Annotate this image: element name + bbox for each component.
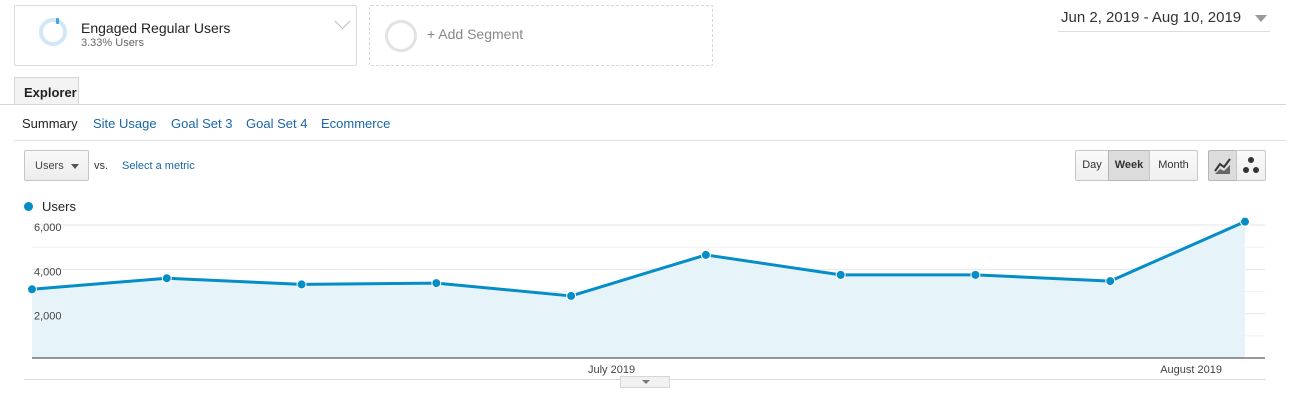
subtab-ecommerce[interactable]: Ecommerce — [321, 116, 391, 131]
add-segment-label: + Add Segment — [427, 26, 524, 42]
tab-explorer[interactable]: Explorer — [14, 77, 79, 105]
add-segment-ring-icon — [385, 20, 417, 52]
granularity-day-button[interactable]: Day — [1075, 150, 1109, 181]
segment-name: Engaged Regular Users — [81, 20, 231, 36]
date-range-picker[interactable]: Jun 2, 2019 - Aug 10, 2019 — [1058, 5, 1270, 32]
users-data-point — [1105, 276, 1116, 287]
motion-chart-icon — [1243, 157, 1259, 173]
users-data-point — [431, 278, 442, 289]
date-range-text: Jun 2, 2019 - Aug 10, 2019 — [1061, 9, 1242, 26]
x-tick-label: August 2019 — [1160, 364, 1222, 376]
segment-share: 3.33% Users — [81, 37, 144, 49]
caret-down-icon — [71, 164, 79, 169]
users-data-point — [296, 279, 307, 290]
line-chart-icon — [1214, 158, 1231, 174]
users-data-point — [566, 290, 577, 301]
users-data-point — [1240, 216, 1250, 227]
granularity-month-button[interactable]: Month — [1149, 150, 1198, 181]
subtab-goal-set-4[interactable]: Goal Set 4 — [246, 116, 308, 131]
segment-card[interactable]: Engaged Regular Users 3.33% Users — [14, 5, 357, 66]
subtab-summary[interactable]: Summary — [22, 116, 78, 131]
chevron-down-icon[interactable] — [334, 13, 351, 30]
add-segment-button[interactable]: + Add Segment — [369, 5, 713, 66]
granularity-week-button[interactable]: Week — [1108, 150, 1150, 181]
caret-down-icon — [1255, 15, 1267, 22]
motion-chart-button[interactable] — [1236, 150, 1266, 181]
users-data-point — [161, 273, 172, 284]
users-data-point — [970, 269, 981, 280]
users-series-line — [31, 220, 1246, 298]
users-data-point — [700, 249, 711, 260]
users-data-point — [27, 284, 37, 295]
legend-users-marker — [24, 202, 33, 211]
segment-ring-icon — [39, 18, 67, 46]
vs-label: vs. — [94, 160, 109, 172]
metric-select-label: Users — [35, 160, 64, 172]
segment-ring-marker — [56, 18, 59, 24]
line-chart-button[interactable] — [1208, 150, 1237, 181]
users-data-point — [835, 269, 846, 280]
users-area-fill — [32, 221, 1245, 358]
subtab-site-usage[interactable]: Site Usage — [93, 116, 157, 131]
legend-users-label: Users — [42, 199, 76, 214]
y-tick-label: 2,000 — [34, 311, 62, 323]
subtab-divider — [14, 140, 1286, 141]
x-tick-label: July 2019 — [588, 364, 635, 376]
chart-expand-handle[interactable] — [620, 376, 670, 388]
y-tick-label: 4,000 — [34, 266, 62, 278]
subtab-goal-set-3[interactable]: Goal Set 3 — [171, 116, 233, 131]
select-metric-link[interactable]: Select a metric — [122, 160, 195, 172]
metric-select[interactable]: Users — [24, 150, 89, 181]
caret-down-icon — [642, 380, 650, 384]
tab-divider — [0, 104, 1286, 105]
y-tick-label: 6,000 — [34, 222, 62, 234]
users-line-chart: 6,000 4,000 2,000 July 2019 August 2019 — [27, 216, 1265, 376]
tab-explorer-label: Explorer — [24, 85, 77, 100]
